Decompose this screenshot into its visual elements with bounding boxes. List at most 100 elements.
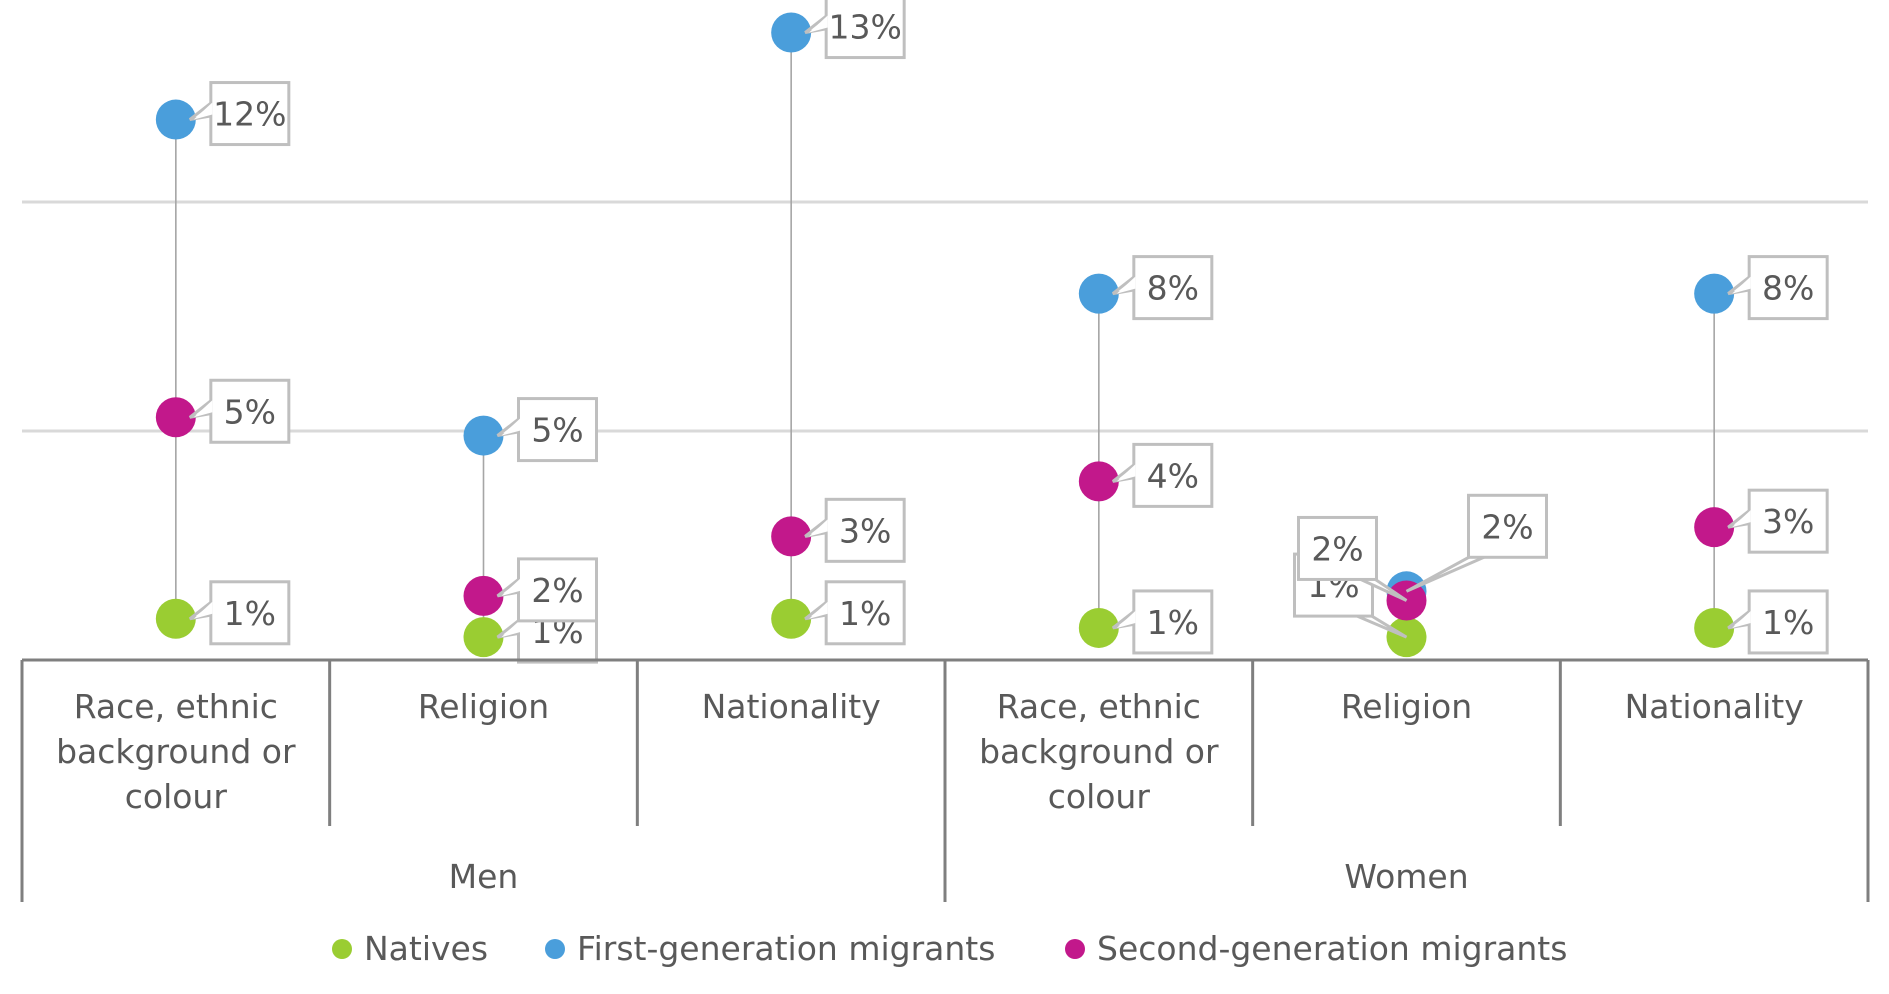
data-label-natives-2: 1%: [804, 580, 906, 646]
point-first-generation-migrants-2: [771, 12, 812, 53]
point-natives-3: [1078, 607, 1119, 648]
category-label-0-line-2: colour: [125, 777, 228, 816]
group-label-women: Women: [1344, 857, 1468, 896]
label-text: 2%: [531, 571, 583, 610]
point-first-generation-migrants-3: [1078, 273, 1119, 314]
label-box: [517, 397, 598, 463]
data-label-first-generation-migrants-0: 12%: [188, 81, 291, 147]
data-label-first-generation-migrants-4: 2%: [1405, 493, 1548, 593]
category-label-2-line-0: Nationality: [702, 687, 881, 726]
label-text: 2%: [1311, 529, 1363, 568]
category-axis: Race, ethnic background or colour Religion N…: [20, 658, 1870, 902]
legend-label: Natives: [364, 929, 488, 968]
label-text: 2%: [1481, 507, 1533, 546]
category-label-5-line-0: Nationality: [1625, 687, 1804, 726]
legend-label: Second-generation migrants: [1097, 929, 1567, 968]
label-text: 8%: [1762, 269, 1814, 308]
category-label-3-line-2: colour: [1048, 777, 1151, 816]
legend-item-second-generation-migrants: Second-generation migrants: [1065, 929, 1567, 968]
data-label-second-generation-migrants-5: 3%: [1727, 488, 1829, 554]
data-label-natives-3: 1%: [1111, 589, 1214, 655]
data-label-first-generation-migrants-1: 5%: [496, 397, 598, 463]
label-box: [1297, 515, 1378, 581]
label-box: [1467, 493, 1548, 559]
point-natives-2: [771, 598, 812, 639]
label-pointer-fill: [1732, 276, 1751, 294]
legend-marker: [545, 939, 565, 959]
label-text: 1%: [1762, 603, 1814, 642]
data-label-second-generation-migrants-3: 4%: [1111, 442, 1214, 508]
label-box: [209, 81, 291, 147]
label-pointer-fill: [501, 418, 520, 436]
label-text: 12%: [213, 95, 286, 134]
label-text: 1%: [1147, 603, 1199, 642]
data-label-second-generation-migrants-1: 2%: [496, 557, 598, 623]
label-pointer: [1405, 553, 1490, 593]
label-box: [209, 378, 291, 444]
data-points: [155, 12, 1735, 658]
point-natives-0: [155, 598, 196, 639]
label-pointer-fill: [193, 102, 213, 120]
legend-item-natives: Natives: [332, 929, 488, 968]
data-labels: 1% 1% 1% 1%1%1%12%5%13%8%2%8%5%2%3%4%2%3%: [188, 0, 1829, 664]
label-text: 5%: [531, 411, 583, 450]
label-pointer-fill: [501, 578, 520, 596]
label-box: [1132, 589, 1214, 655]
data-label-second-generation-migrants-2: 3%: [804, 497, 906, 563]
point-second-generation-migrants-0: [155, 397, 196, 438]
point-second-generation-migrants-1: [463, 575, 504, 616]
label-pointer-fill: [1732, 510, 1751, 528]
label-box: [824, 497, 906, 563]
label-text: 4%: [1147, 456, 1199, 495]
point-first-generation-migrants-5: [1694, 273, 1735, 314]
data-label-second-generation-migrants-4: 2%: [1297, 515, 1408, 602]
group-label-men: Men: [449, 857, 519, 896]
category-label-1-line-0: Religion: [418, 687, 549, 726]
label-pointer-fill: [501, 620, 520, 638]
label-text: 5%: [224, 392, 276, 431]
label-text: 1%: [839, 594, 891, 633]
label-text: 3%: [839, 511, 891, 550]
gridlines: [22, 200, 1868, 433]
data-label-natives-0: 1%: [188, 580, 291, 646]
point-second-generation-migrants-3: [1078, 461, 1119, 502]
label-box: [1747, 589, 1829, 655]
category-label-3-line-0: Race, ethnic: [997, 687, 1201, 726]
legend-label: First-generation migrants: [577, 929, 995, 968]
data-label-first-generation-migrants-3: 8%: [1111, 255, 1214, 321]
label-pointer-fill: [809, 15, 828, 33]
point-first-generation-migrants-0: [155, 99, 196, 140]
data-label-natives-5: 1%: [1727, 589, 1829, 655]
category-label-0-line-0: Race, ethnic: [74, 687, 278, 726]
legend-item-first-generation-migrants: First-generation migrants: [545, 929, 995, 968]
label-pointer-fill: [1116, 276, 1136, 294]
legend-marker: [332, 939, 352, 959]
point-second-generation-migrants-2: [771, 516, 812, 557]
point-natives-5: [1694, 607, 1735, 648]
label-box: [1747, 255, 1829, 321]
point-second-generation-migrants-5: [1694, 507, 1735, 548]
label-text: 1%: [224, 594, 276, 633]
label-box: [1747, 488, 1829, 554]
data-label-first-generation-migrants-5: 8%: [1727, 255, 1829, 321]
category-label-4-line-0: Religion: [1341, 687, 1472, 726]
data-label-first-generation-migrants-2: 13%: [804, 0, 906, 60]
label-box: [824, 580, 906, 646]
label-pointer-fill: [1732, 610, 1751, 628]
label-text: 13%: [828, 8, 901, 47]
legend-marker: [1065, 939, 1085, 959]
label-pointer-fill: [193, 601, 213, 619]
label-text: 8%: [1147, 269, 1199, 308]
data-label-second-generation-migrants-0: 5%: [188, 378, 291, 444]
point-first-generation-migrants-1: [463, 415, 504, 456]
point-natives-1: [463, 617, 504, 658]
label-pointer-fill: [1116, 464, 1136, 482]
label-pointer-fill: [1116, 610, 1136, 628]
label-pointer-fill: [193, 400, 213, 418]
category-label-0-line-1: background or: [56, 732, 296, 771]
label-text: 3%: [1762, 502, 1814, 541]
label-pointer-fill: [809, 519, 828, 537]
category-label-3-line-1: background or: [979, 732, 1219, 771]
label-pointer-fill: [809, 601, 828, 619]
